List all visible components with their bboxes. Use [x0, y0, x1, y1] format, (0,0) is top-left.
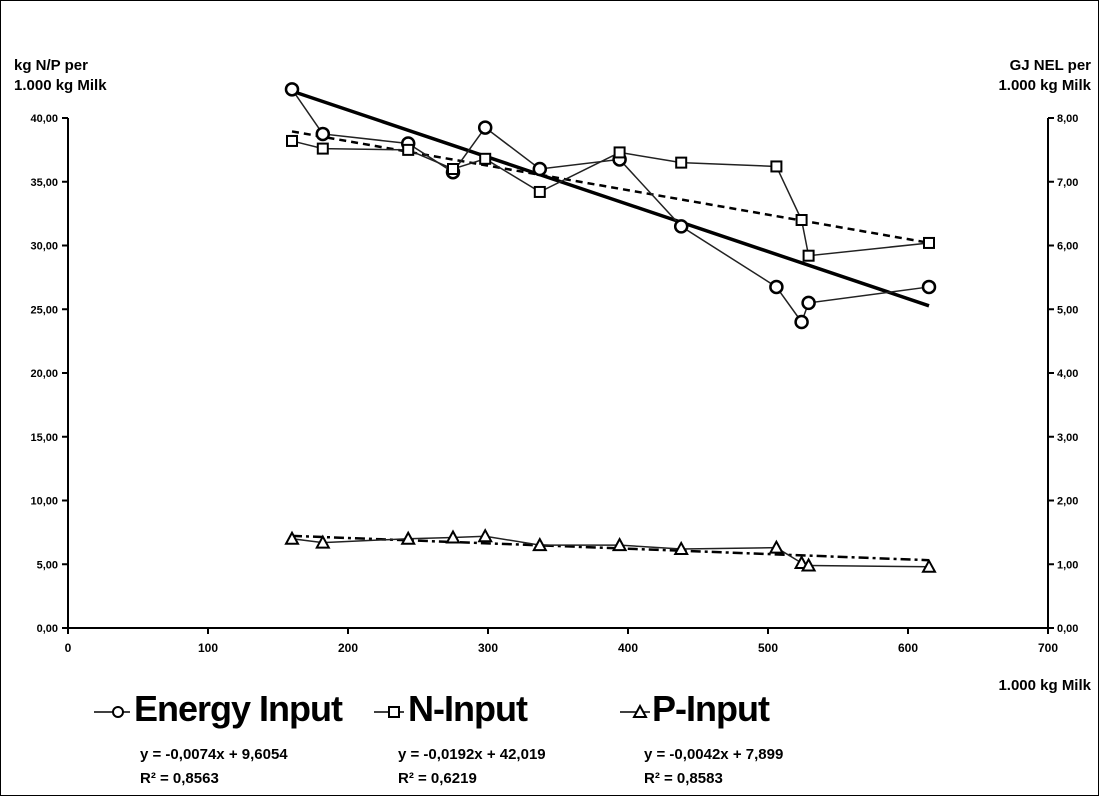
n-input-point: [402, 143, 415, 156]
p-input-point: [800, 557, 817, 572]
n-r2: R² = 0,6219: [398, 770, 477, 787]
n-input-point: [613, 146, 626, 159]
left-axis-title: kg N/P per 1.000 kg Milk: [14, 56, 107, 96]
energy-r2: R² = 0,8563: [140, 770, 219, 787]
right-axis-title: GJ NEL per 1.000 kg Milk: [998, 56, 1091, 96]
p-input-point: [315, 534, 331, 549]
n-input-point: [675, 156, 688, 169]
x-tick-label: 600: [898, 641, 918, 655]
energy-input-point: [769, 279, 784, 295]
right-y-tick-label: 7,00: [1057, 177, 1078, 189]
right-y-tick-label: 8,00: [1057, 113, 1078, 125]
p-r2: R² = 0,8583: [644, 770, 723, 787]
p-input-point: [400, 530, 416, 545]
n-equation: y = -0,0192x + 42,019: [398, 746, 546, 763]
left-y-tick-label: 40,00: [30, 113, 58, 125]
legend-energy-marker: [94, 706, 130, 718]
p-input-point: [921, 558, 937, 573]
energy-input-point: [284, 82, 300, 97]
energy-input-point: [315, 126, 331, 142]
right-y-tick-label: 4,00: [1057, 368, 1078, 380]
x-tick-label: 700: [1038, 641, 1058, 655]
p-input-point: [477, 528, 493, 543]
n-input-point: [533, 185, 546, 198]
right-y-tick-label: 3,00: [1057, 432, 1078, 444]
n-input-point: [802, 249, 815, 262]
n-input-point: [770, 160, 783, 173]
left-y-tick-label: 0,00: [37, 623, 58, 635]
legend-p-label: P-Input: [652, 688, 770, 729]
n-input-point: [316, 142, 329, 155]
x-tick-label: 200: [338, 641, 358, 655]
right-axis-title-line2: 1.000 kg Milk: [998, 77, 1091, 94]
energy-input-point: [673, 219, 689, 234]
p-input-point: [673, 540, 689, 555]
legend-n-label: N-Input: [408, 688, 528, 729]
p-input-point: [532, 537, 548, 552]
left-y-tick-label: 20,00: [30, 368, 58, 380]
energy-input-point: [801, 295, 816, 311]
left-y-tick-label: 15,00: [30, 432, 58, 444]
n-input-point: [286, 134, 298, 147]
p-input-point: [611, 537, 628, 552]
x-axis-title: 1.000 kg Milk: [998, 677, 1091, 694]
legend-p-marker: [620, 703, 650, 718]
left-y-tick-label: 30,00: [30, 241, 58, 253]
x-tick-label: 100: [198, 641, 218, 655]
left-axis-title-line2: 1.000 kg Milk: [14, 77, 107, 94]
energy-input-point: [794, 314, 809, 330]
x-tick-label: 500: [758, 641, 778, 655]
x-tick-label: 0: [65, 641, 72, 655]
right-y-tick-label: 1,00: [1057, 559, 1078, 571]
energy-input-point: [532, 161, 548, 177]
left-y-tick-label: 35,00: [30, 177, 58, 189]
right-axis-title-line1: GJ NEL per: [1009, 57, 1091, 74]
p-input-point: [768, 539, 785, 554]
n-input-point: [795, 214, 808, 226]
energy-equation: y = -0,0074x + 9,6054: [140, 746, 288, 763]
p-input-point: [284, 530, 300, 545]
energy-input-trend-line: [291, 89, 930, 308]
right-y-tick-label: 0,00: [1057, 623, 1078, 635]
legend-energy-label: Energy Input: [134, 688, 343, 729]
energy-input-point: [921, 279, 937, 295]
p-equation: y = -0,0042x + 7,899: [644, 746, 784, 763]
left-y-tick-label: 5,00: [37, 559, 58, 571]
x-tick-label: 400: [618, 641, 638, 655]
energy-input-point: [477, 120, 493, 135]
x-tick-label: 300: [478, 641, 498, 655]
p-input-point: [445, 529, 461, 544]
legend-n-marker: [374, 706, 404, 718]
left-y-tick-label: 10,00: [30, 496, 58, 508]
left-axis-title-line1: kg N/P per: [14, 57, 88, 74]
right-y-tick-label: 2,00: [1057, 496, 1078, 508]
n-input-point: [923, 236, 935, 249]
right-y-tick-label: 5,00: [1057, 304, 1078, 316]
n-input-point: [479, 152, 492, 165]
left-y-tick-label: 25,00: [30, 304, 58, 316]
right-y-tick-label: 6,00: [1057, 241, 1078, 253]
n-input-point: [447, 163, 459, 175]
